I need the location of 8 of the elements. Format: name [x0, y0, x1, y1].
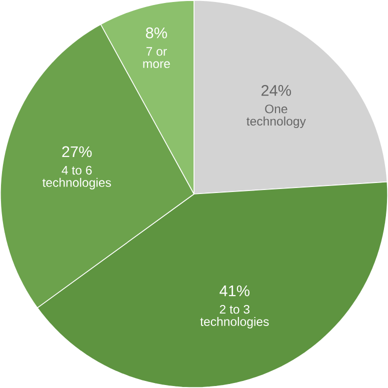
- slice-label: 7 or more: [143, 47, 170, 68]
- data-label: 27%: [62, 146, 92, 158]
- data-label: 41%: [220, 285, 250, 296]
- data-label: 8%: [146, 27, 168, 38]
- slice-label: 2 to 3 technologies: [200, 304, 269, 328]
- data-label: 24%: [262, 84, 292, 96]
- slice-label: One technology: [246, 104, 306, 128]
- slice-label: 4 to 6 technologies: [42, 166, 111, 190]
